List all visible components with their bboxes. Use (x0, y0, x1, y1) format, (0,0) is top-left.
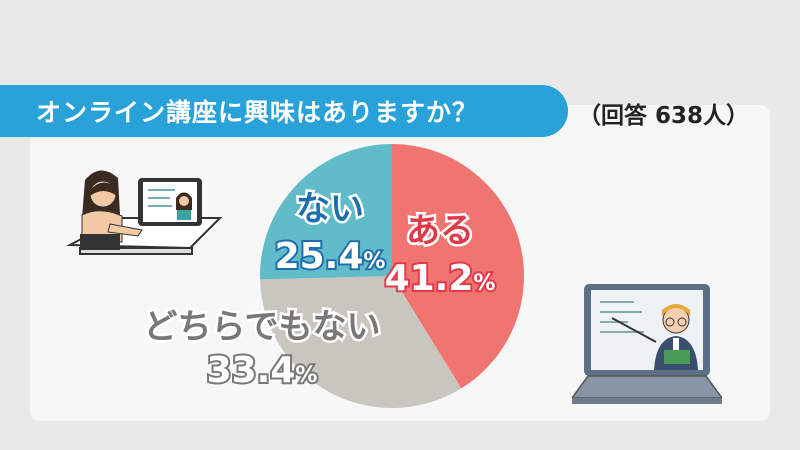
slice-value-2: 33.4% (207, 350, 318, 391)
pie-slice-3 (260, 144, 392, 280)
title-banner: オンライン講座に興味はありますか？ (0, 85, 568, 137)
slice-label-2: どちらでもない (144, 307, 381, 347)
slice-value-1: 41.2% (385, 258, 496, 299)
pie-slice-2 (260, 276, 462, 408)
respondent-count: （回答 638人） (578, 103, 750, 129)
pie-slice-1 (392, 144, 525, 389)
student-tablet-illustration (66, 170, 223, 255)
teacher-laptop-illustration (572, 284, 722, 404)
slice-value-3: 25.4% (275, 236, 386, 277)
slice-label-3: ない (296, 189, 364, 229)
chart-title: オンライン講座に興味はありますか？ (36, 98, 479, 127)
slice-label-1: ある (406, 211, 474, 251)
